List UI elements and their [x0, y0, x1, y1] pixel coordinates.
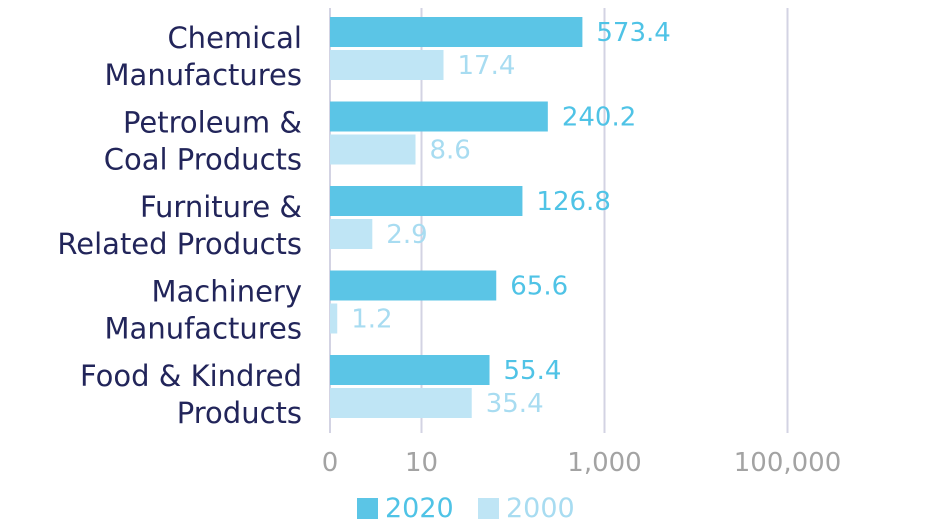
category-label: Products	[177, 396, 302, 430]
x-tick-label: 1,000	[567, 448, 641, 478]
category-label: Furniture &	[140, 190, 302, 224]
bar-2020	[330, 101, 548, 132]
data-label: 17.4	[458, 51, 516, 81]
legend-label: 2000	[506, 493, 575, 524]
legend-swatch-2020	[357, 498, 378, 519]
bar-2000	[330, 219, 373, 249]
x-tick-label: 0	[322, 448, 339, 478]
bar-2000	[330, 303, 338, 334]
data-label: 35.4	[486, 389, 544, 419]
category-label: Machinery	[152, 275, 302, 309]
data-label: 126.8	[536, 187, 610, 217]
data-label: 55.4	[504, 356, 562, 386]
bar-2020	[330, 186, 523, 216]
data-label: 573.4	[596, 18, 670, 48]
category-label: Manufactures	[105, 312, 302, 346]
category-label: Manufactures	[105, 58, 302, 92]
bar-2000	[330, 388, 472, 418]
category-label: Petroleum &	[123, 106, 302, 140]
bar-2000	[330, 134, 416, 165]
data-label: 8.6	[430, 136, 471, 166]
category-label: Related Products	[57, 227, 302, 261]
data-label: 2.9	[386, 220, 427, 250]
legend-swatch-2000	[478, 498, 499, 519]
data-label: 240.2	[562, 103, 636, 133]
x-tick-label: 100,000	[734, 448, 842, 478]
category-label: Chemical	[167, 21, 302, 55]
data-label: 65.6	[510, 272, 568, 302]
category-label: Food & Kindred	[80, 359, 302, 393]
data-label: 1.2	[351, 305, 392, 335]
bar-2020	[330, 270, 497, 301]
bar-2000	[330, 50, 444, 80]
bar-2020	[330, 17, 583, 47]
category-label: Coal Products	[104, 143, 302, 177]
bar-2020	[330, 355, 490, 385]
legend-label: 2020	[385, 493, 454, 524]
x-tick-label: 10	[405, 448, 438, 478]
